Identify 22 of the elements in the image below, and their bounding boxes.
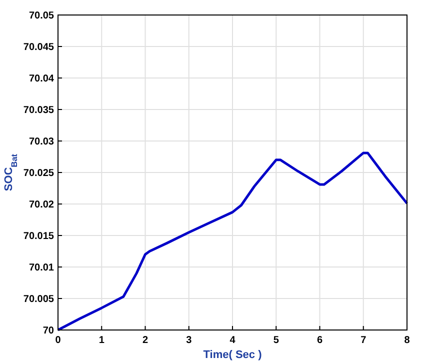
x-tick-label: 3 <box>186 335 192 346</box>
y-tick-label: 70.045 <box>23 42 54 53</box>
y-tick-label: 70.025 <box>23 168 54 179</box>
x-tick-label: 7 <box>360 335 367 346</box>
x-tick-label: 6 <box>316 335 323 346</box>
x-axis-title: Time( Sec ) <box>203 349 262 361</box>
y-tick-label: 70.005 <box>23 294 54 305</box>
y-tick-label: 70.02 <box>28 200 54 210</box>
x-tick-label: 1 <box>98 335 105 346</box>
y-tick-label: 70 <box>42 326 54 336</box>
y-tick-label: 70.015 <box>23 231 54 242</box>
x-tick-label: 4 <box>230 335 236 346</box>
x-tick-label: 2 <box>142 335 148 346</box>
line-series <box>56 152 408 332</box>
y-tick-label: 70.035 <box>23 105 54 116</box>
x-tick-label: 0 <box>55 335 62 346</box>
x-tick-label: 8 <box>404 335 410 346</box>
y-tick-label: 70.04 <box>28 74 54 84</box>
y-tick-label: 70.03 <box>28 136 54 148</box>
y-tick-label: 70.05 <box>28 10 54 22</box>
y-tick-label: 70.01 <box>28 262 54 274</box>
x-tick-label: 5 <box>273 335 280 346</box>
